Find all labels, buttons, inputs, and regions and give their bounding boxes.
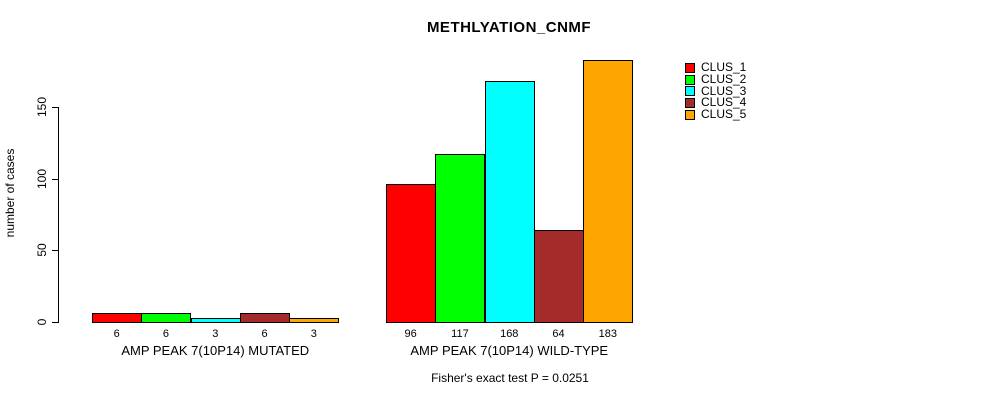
y-axis-tick [52, 107, 58, 108]
y-axis-tick-label: 150 [35, 96, 49, 118]
legend-label: CLUS_3 [701, 83, 747, 98]
y-axis-tick-label: 100 [35, 168, 49, 189]
bar-CLUS_1 [92, 313, 142, 323]
bar-value-label: 183 [598, 328, 618, 340]
fisher-test-annotation: Fisher's exact test P = 0.0251 [431, 371, 589, 385]
bar-value-label: 117 [451, 328, 469, 340]
bar-CLUS_5 [583, 59, 633, 323]
bar-value-label: 6 [113, 328, 120, 340]
legend-item: CLUS_2 [685, 72, 747, 87]
bar-CLUS_3 [485, 81, 535, 323]
bar-value-label: 6 [162, 328, 169, 340]
legend-swatch-icon [685, 74, 695, 85]
y-axis-tick-label: 0 [35, 318, 49, 326]
legend-label: CLUS_2 [701, 72, 747, 87]
chart-title: METHLYATION_CNMF [426, 19, 592, 36]
legend-label: CLUS_4 [701, 95, 747, 110]
bar-value-label: 6 [261, 328, 268, 340]
y-axis-title: number of cases [3, 148, 17, 238]
legend-swatch-icon [685, 97, 695, 108]
bar-CLUS_2 [141, 313, 191, 323]
y-axis-tick [52, 322, 58, 323]
bar-value-label: 64 [552, 328, 565, 340]
legend-item: CLUS_3 [685, 85, 746, 97]
legend-item: CLUS_1 [685, 60, 747, 75]
legend-swatch-icon [685, 62, 695, 73]
bar-CLUS_4 [534, 230, 584, 323]
group-label: AMP PEAK 7(10P14) WILD-TYPE [410, 343, 609, 358]
bar-CLUS_3 [191, 317, 241, 323]
bar-CLUS_2 [435, 154, 485, 323]
y-axis-tick-label: 50 [35, 243, 49, 258]
bar-CLUS_4 [240, 313, 290, 323]
bar-CLUS_1 [386, 184, 436, 323]
group-label: AMP PEAK 7(10P14) MUTATED [121, 343, 310, 358]
legend-label: CLUS_5 [701, 107, 747, 122]
legend-item: CLUS_4 [685, 95, 747, 110]
legend-label: CLUS_1 [701, 60, 747, 75]
bar-value-label: 3 [310, 328, 317, 340]
bar-value-label: 96 [404, 328, 417, 340]
legend-swatch-icon [685, 109, 695, 120]
bar-value-label: 168 [500, 328, 519, 340]
legend-swatch-icon [685, 86, 695, 97]
y-axis-tick [52, 178, 58, 180]
bar-value-label: 3 [212, 328, 219, 340]
legend-item: CLUS_5 [685, 107, 747, 122]
y-axis-tick [52, 250, 58, 252]
y-axis-line [58, 107, 59, 323]
legend: CLUS_1 CLUS_2 CLUS_3 CLUS_4 CLUS_5 [685, 60, 747, 122]
bar-CLUS_5 [289, 317, 339, 323]
